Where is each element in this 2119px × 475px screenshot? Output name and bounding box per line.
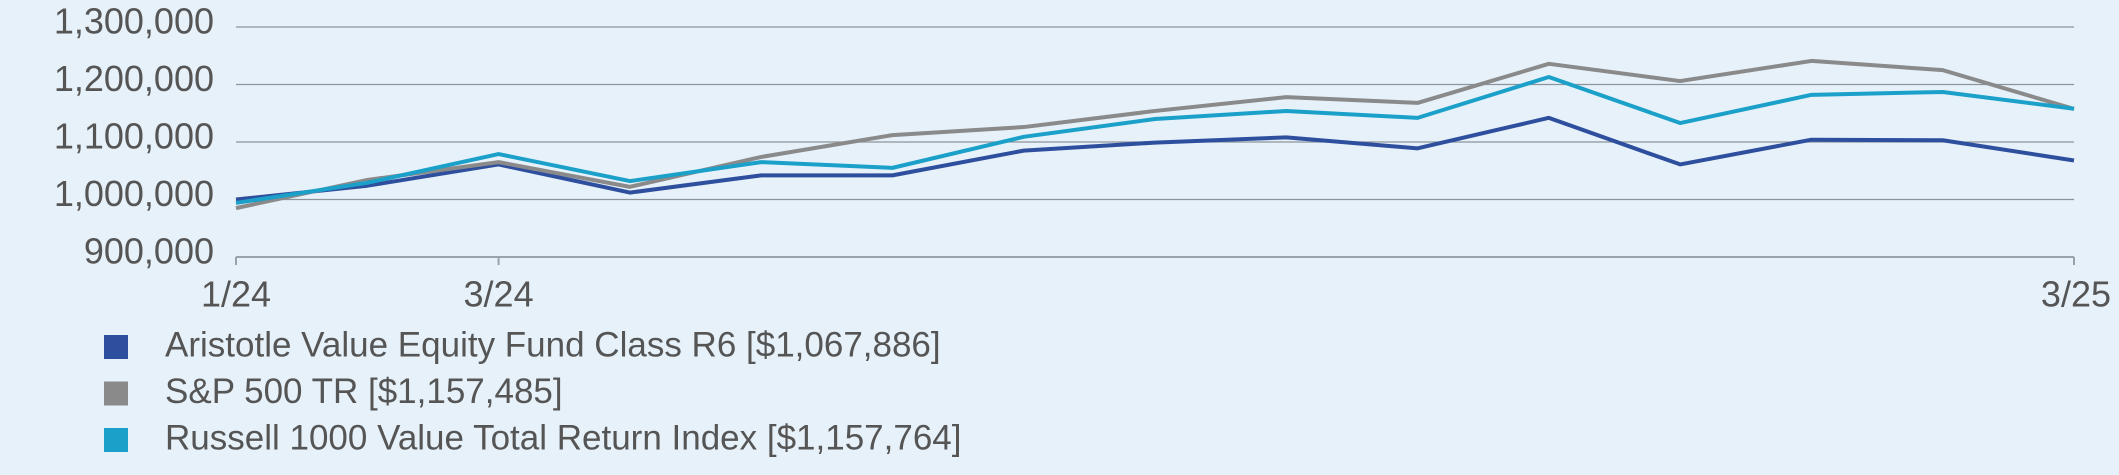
y-tick-label: 900,000 bbox=[84, 231, 214, 272]
legend: Aristotle Value Equity Fund Class R6 [$1… bbox=[104, 325, 961, 457]
y-tick-label: 1,200,000 bbox=[54, 58, 214, 99]
series-line bbox=[235, 58, 2075, 211]
y-tick-label: 1,300,000 bbox=[54, 1, 214, 42]
y-tick-label: 1,000,000 bbox=[54, 173, 214, 214]
legend-label: Aristotle Value Equity Fund Class R6 [$1… bbox=[165, 325, 941, 364]
legend-label: Russell 1000 Value Total Return Index [$… bbox=[165, 418, 961, 457]
series-line bbox=[235, 75, 2075, 205]
y-tick-label: 1,100,000 bbox=[54, 116, 214, 157]
series-line bbox=[235, 115, 2075, 202]
x-tick-label: 3/25 bbox=[2041, 274, 2111, 315]
legend-swatch bbox=[104, 381, 128, 406]
legend-label: S&P 500 TR [$1,157,485] bbox=[165, 372, 563, 411]
x-tick-label: 3/24 bbox=[464, 274, 534, 315]
legend-swatch bbox=[104, 335, 128, 359]
x-tick-label: 1/24 bbox=[201, 274, 271, 315]
legend-swatch bbox=[104, 428, 128, 452]
